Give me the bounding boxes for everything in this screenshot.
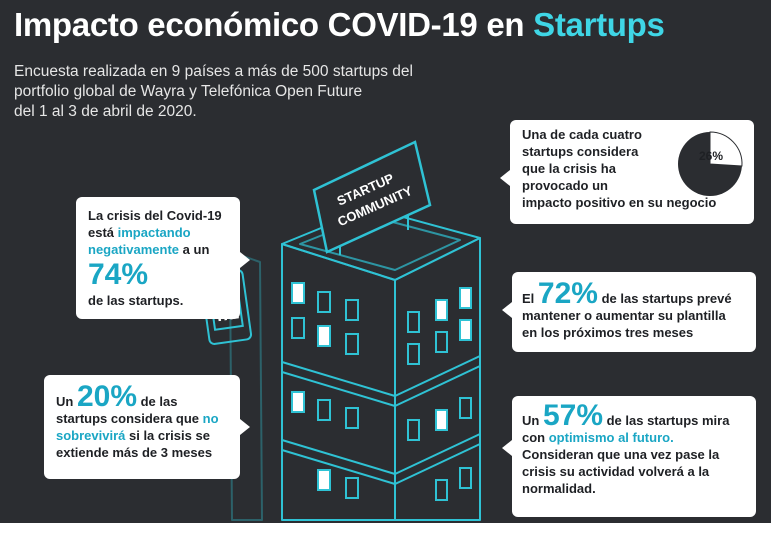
stat-value-72: 72%: [537, 277, 598, 310]
survey-description: Encuesta realizada en 9 países a más de …: [14, 63, 413, 120]
stat-card-57: Un 57% de las startups mira con optimism…: [502, 396, 756, 517]
page-title: Impacto económico COVID-19 en Startups: [14, 6, 665, 43]
stat-value-57: 57%: [542, 399, 603, 432]
stat-value-20: 20%: [76, 380, 137, 413]
stat-card-26: Una de cada cuatro startups considera qu…: [500, 120, 754, 224]
stat-card-74: La crisis del Covid-19 está impactando n…: [76, 197, 250, 319]
pie-slice-26: [709, 131, 743, 167]
stat-value-74: 74%: [88, 258, 149, 291]
pie-chart-icon: [678, 131, 743, 196]
stat-card-20: Un 20% de las startups considera que no …: [44, 375, 250, 479]
stat-card-72: El 72% de las startups prevé mantener o …: [502, 272, 756, 352]
pie-label: 26%: [698, 149, 724, 163]
